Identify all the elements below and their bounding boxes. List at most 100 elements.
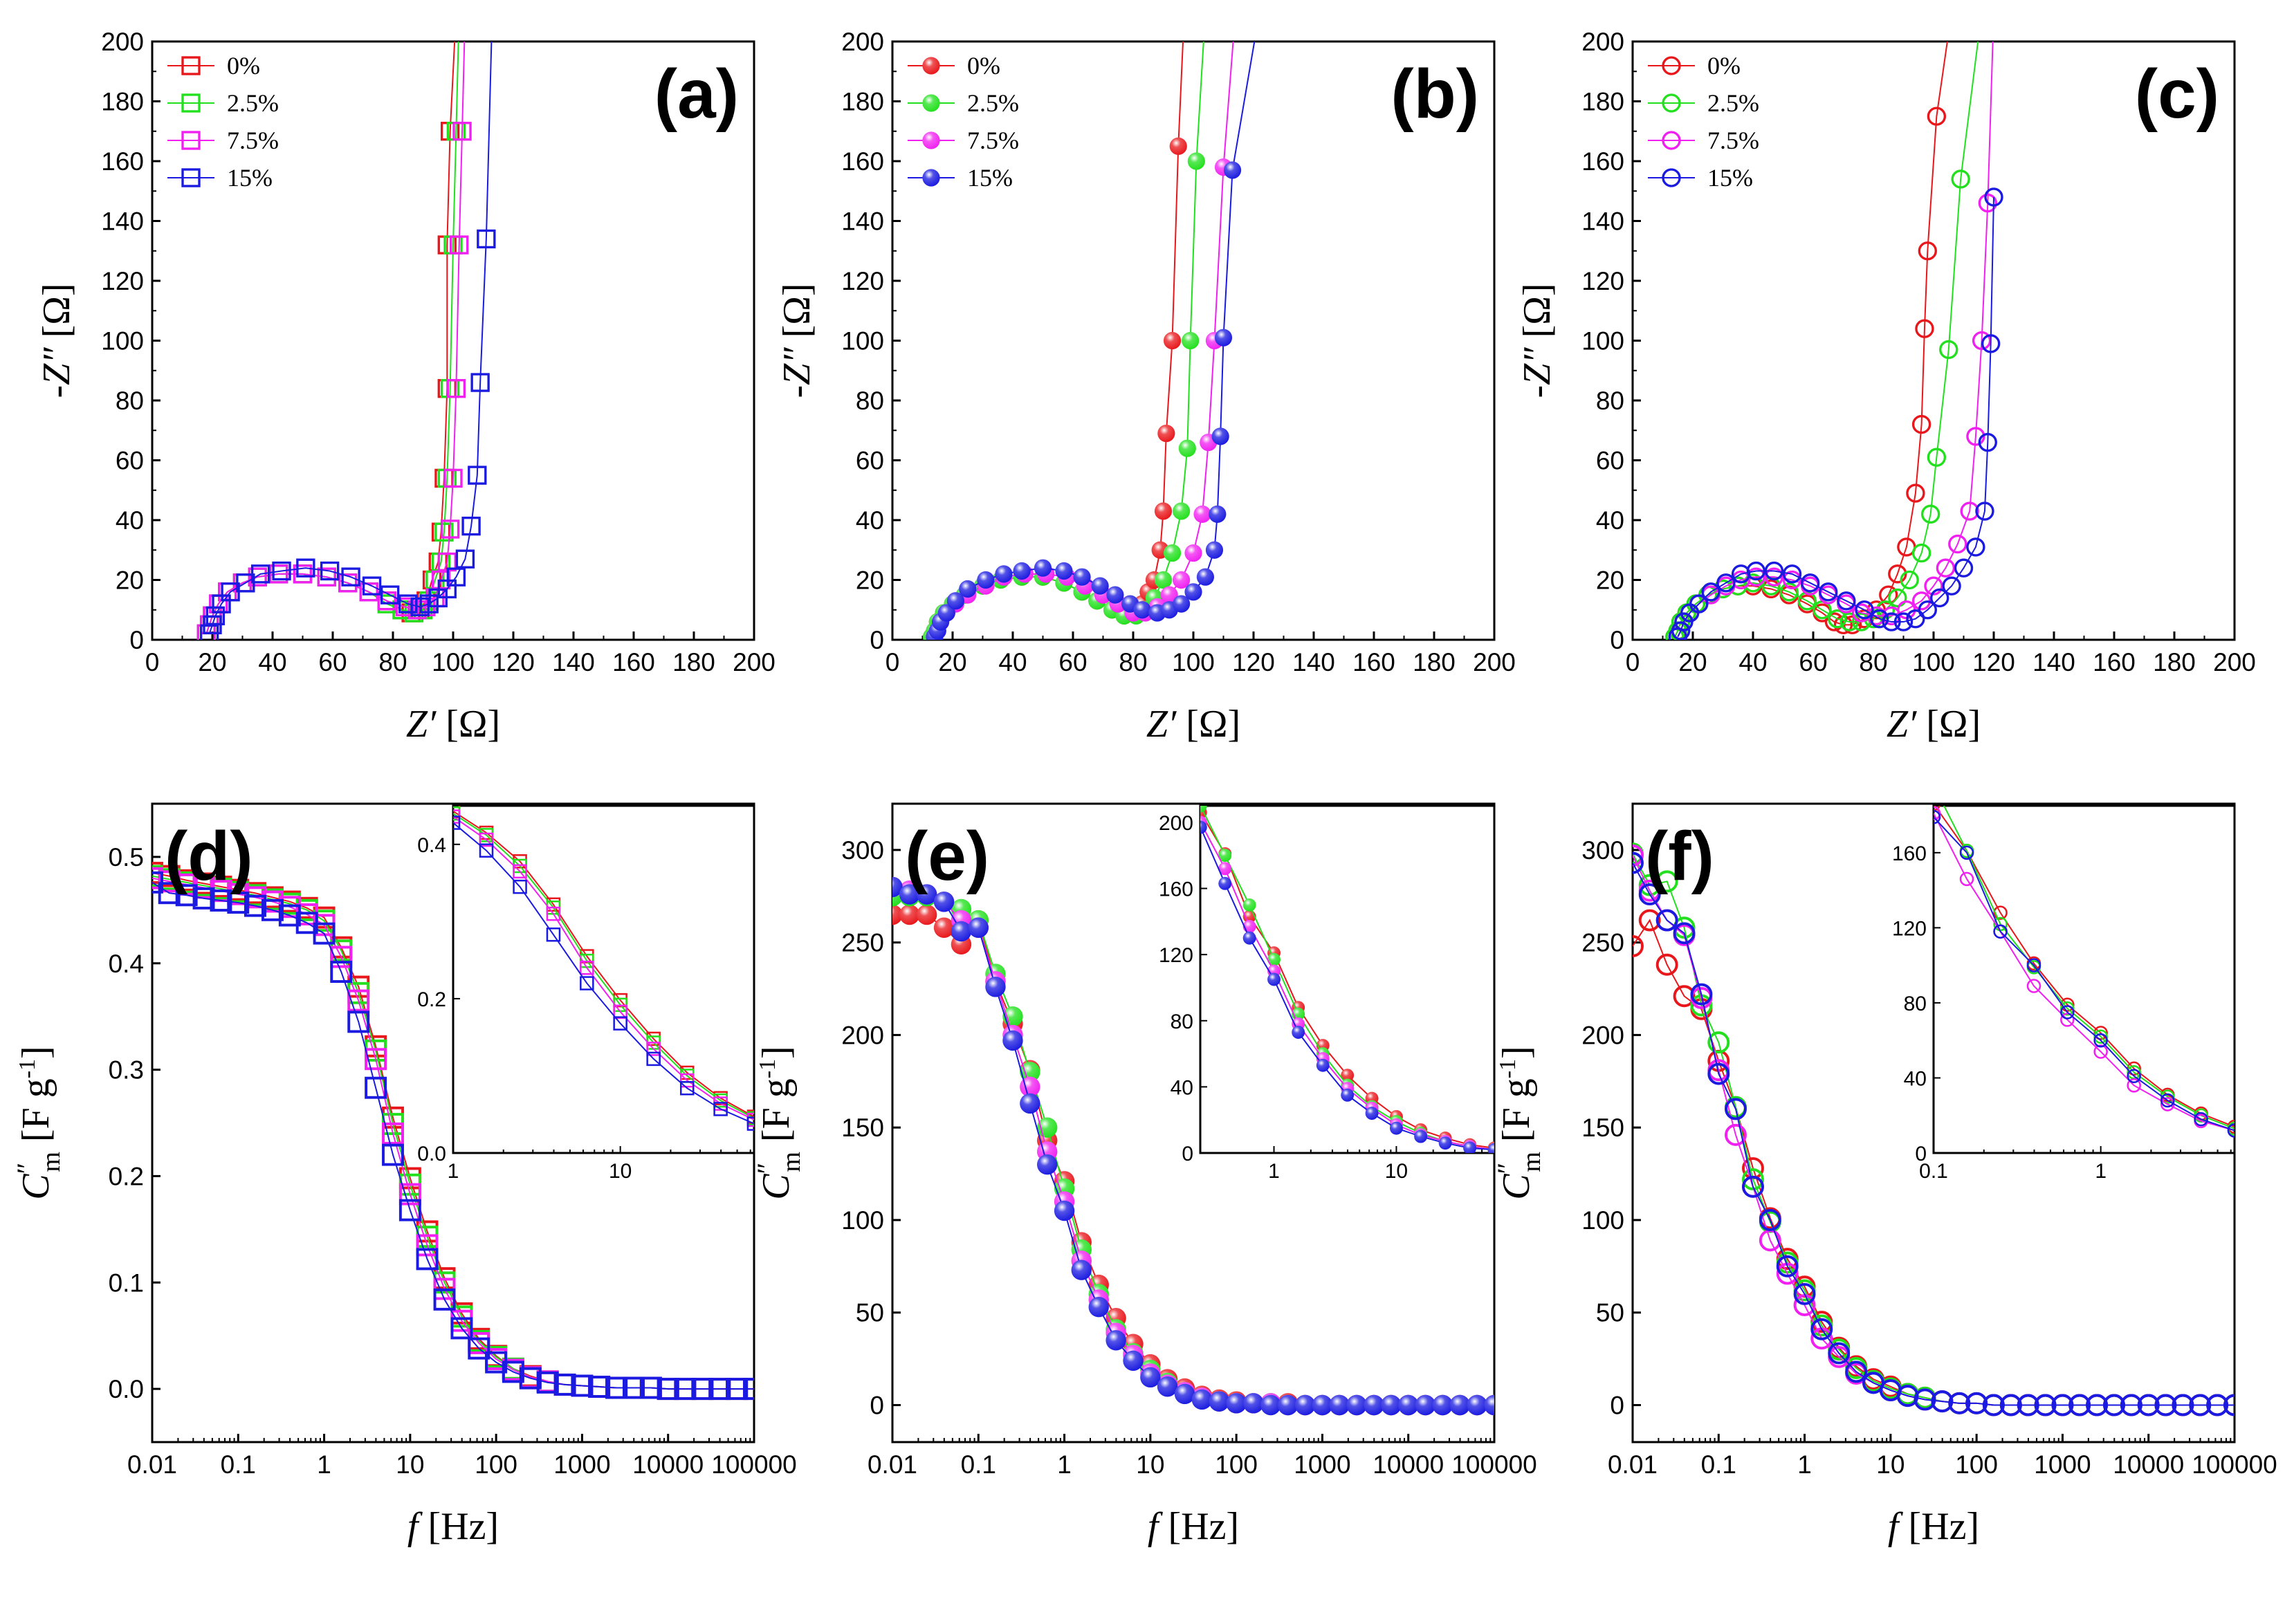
data-point xyxy=(1942,576,1961,596)
x-tick-label: 80 xyxy=(378,648,407,676)
data-point xyxy=(1209,505,1227,523)
data-point xyxy=(382,1143,404,1166)
data-layer xyxy=(922,3,1256,640)
x-tick-label: 200 xyxy=(733,648,776,676)
data-point xyxy=(1209,3,1226,20)
data-point xyxy=(933,892,955,912)
inset-x-tick-label: 10 xyxy=(1385,1160,1408,1183)
data-point xyxy=(1824,612,1844,631)
data-point xyxy=(951,921,972,942)
data-layer xyxy=(1665,3,2003,640)
y-tick-label: 60 xyxy=(856,447,884,475)
data-point xyxy=(1020,1076,1040,1098)
data-point xyxy=(1214,329,1233,347)
data-point xyxy=(1013,562,1031,580)
data-point xyxy=(1175,3,1193,20)
data-point xyxy=(1163,331,1182,350)
legend-label: 0% xyxy=(227,52,260,80)
data-point xyxy=(192,887,215,910)
data-point xyxy=(1870,609,1889,629)
x-tick-label: 0.1 xyxy=(221,1450,256,1479)
data-point xyxy=(347,989,370,1012)
data-point xyxy=(1888,588,1907,608)
inset-data-point xyxy=(1341,1088,1355,1102)
data-point xyxy=(1633,851,1644,874)
inset-data-point xyxy=(1959,871,1974,887)
x-tick-label: 10000 xyxy=(2113,1450,2184,1479)
data-point xyxy=(450,1317,473,1340)
data-point xyxy=(2051,1394,2074,1417)
inset-data-point xyxy=(1414,1129,1428,1143)
inset-data-point xyxy=(1341,1069,1355,1082)
data-point xyxy=(1707,1031,1730,1054)
data-point xyxy=(1123,1350,1144,1371)
inset-x-tick-label: 0.1 xyxy=(1919,1160,1948,1183)
inset-data-point xyxy=(2060,1001,2075,1016)
data-point xyxy=(2086,1394,2109,1417)
data-point xyxy=(451,3,468,20)
x-tick-label: 1 xyxy=(317,1450,331,1479)
x-tick-label: 0.1 xyxy=(1701,1450,1736,1479)
data-point xyxy=(1638,909,1661,932)
legend-label: 15% xyxy=(967,164,1013,192)
x-tick-label: 20 xyxy=(1678,648,1707,676)
inset-data-point xyxy=(2127,1069,2141,1084)
data-layer xyxy=(196,3,496,640)
data-point xyxy=(1828,609,1847,629)
inset-data-point xyxy=(513,864,527,879)
series-line-7.5% xyxy=(205,41,466,634)
data-point xyxy=(1277,1394,1299,1416)
data-point xyxy=(502,1360,524,1383)
data-point xyxy=(1966,427,1985,446)
y-tick-label: 0 xyxy=(870,1391,884,1419)
y-tick-label: 20 xyxy=(856,566,884,595)
data-point xyxy=(269,564,288,584)
data-point xyxy=(1800,573,1820,593)
data-point xyxy=(1182,331,1200,350)
inset-data-point xyxy=(2194,1111,2208,1127)
data-point xyxy=(455,549,475,569)
data-point xyxy=(1154,571,1173,589)
y-axis-title: -Z″ [Ω] xyxy=(1516,283,1559,398)
data-point xyxy=(1415,1394,1436,1416)
data-point xyxy=(433,1288,456,1311)
inset-data-layer xyxy=(1934,806,2235,1138)
data-point xyxy=(2137,1394,2160,1417)
data-point xyxy=(330,961,353,984)
data-point xyxy=(1174,1383,1195,1405)
x-tick-label: 60 xyxy=(1058,648,1087,676)
data-point xyxy=(1157,1376,1178,1397)
data-point xyxy=(338,573,358,593)
data-point xyxy=(1633,844,1644,867)
inset-data-point xyxy=(2093,1026,2108,1040)
inset-data-point xyxy=(679,1081,695,1096)
x-tick-label: 160 xyxy=(612,648,655,676)
inset-data-point xyxy=(713,1102,728,1116)
data-point xyxy=(1978,193,1997,213)
data-point xyxy=(470,373,490,392)
data-point xyxy=(1943,3,1960,20)
inset-series-line-2.5% xyxy=(1943,806,2235,1129)
data-point xyxy=(899,884,920,905)
x-tick-label: 160 xyxy=(1352,648,1395,676)
data-point xyxy=(1173,571,1191,589)
inset-data-point xyxy=(479,843,494,858)
data-point xyxy=(1638,883,1661,906)
y-axis-title: C″m [F g-1] xyxy=(11,1046,66,1199)
x-tick-label: 80 xyxy=(1119,648,1147,676)
data-point xyxy=(1701,582,1720,602)
data-point xyxy=(158,870,181,893)
series-line-15% xyxy=(208,41,493,634)
data-point xyxy=(1927,447,1947,467)
data-point xyxy=(1782,564,1802,584)
y-tick-label: 300 xyxy=(841,836,884,865)
y-tick-label: 200 xyxy=(1581,1021,1624,1049)
inset-f: 0.1 1 0 40 80 120 160 xyxy=(1892,804,2236,1183)
data-point xyxy=(1398,1394,1419,1416)
chart-panel-e: 0.01 0.1 1 10 100 1000 10000 100000050100150200… xyxy=(751,802,1537,1548)
y-tick-label: 0.5 xyxy=(109,843,144,871)
inset-data-point xyxy=(580,961,594,975)
data-point xyxy=(1888,564,1907,584)
x-axis-title: Z′ [Ω] xyxy=(406,703,500,746)
x-tick-label: 10 xyxy=(1876,1450,1905,1479)
